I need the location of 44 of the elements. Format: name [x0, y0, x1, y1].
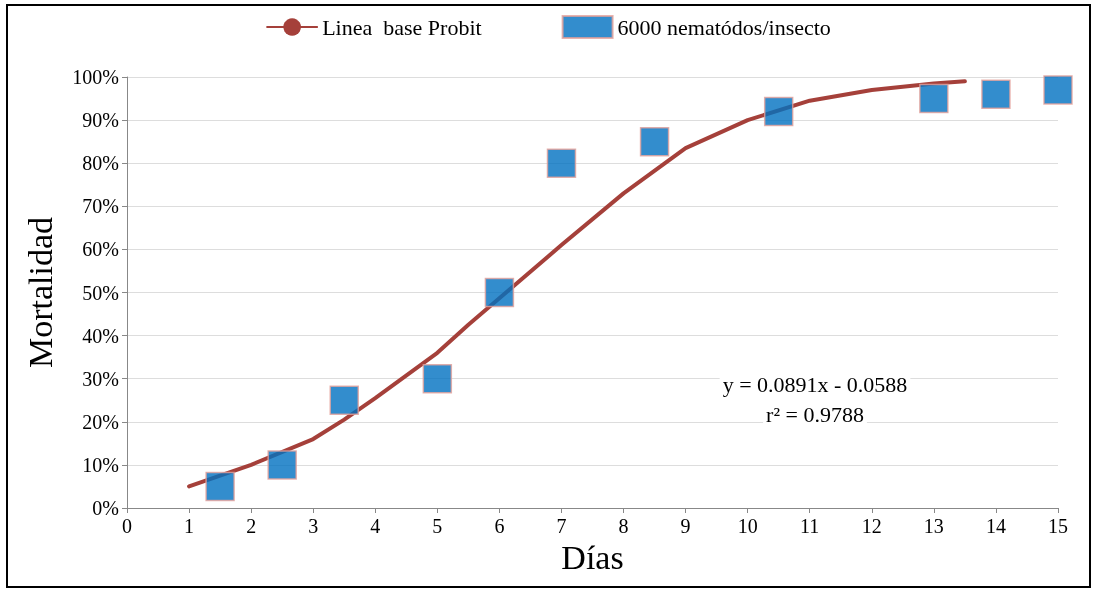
x-tick-label: 12	[861, 515, 882, 537]
y-tick-label: 70%	[82, 195, 119, 218]
annotation: r² = 0.9788	[766, 401, 864, 427]
x-tick-label: 11	[800, 515, 820, 537]
point	[267, 450, 297, 480]
point	[205, 471, 235, 502]
point	[484, 277, 515, 308]
y-axis-title: Mortalidad	[21, 216, 59, 369]
x-tick-label: 4	[370, 515, 381, 537]
x-tick-label: 8	[618, 515, 629, 537]
y-tick-label: 90%	[82, 109, 119, 132]
x-tick-label: 9	[680, 515, 691, 537]
y-tick-label: 60%	[82, 238, 119, 261]
y-tick-label: 40%	[82, 324, 119, 347]
x-tick-label: 14	[985, 515, 1006, 537]
point	[422, 363, 453, 394]
point	[763, 96, 794, 127]
x-tick-label: 0	[122, 515, 132, 537]
x-tick-label: 5	[432, 515, 443, 537]
point	[546, 148, 577, 178]
legend-label: 6000 nematódos/insecto	[617, 14, 831, 40]
x-tick-label: 1	[184, 515, 195, 537]
legend-label: Linea base Probit	[322, 14, 482, 40]
x-tick-label: 3	[308, 515, 319, 537]
x-tick-label: 2	[246, 515, 257, 537]
x-tick-label: 10	[737, 515, 758, 537]
x-tick-label: 13	[923, 515, 944, 537]
y-tick-label: 80%	[82, 152, 119, 175]
point	[919, 83, 949, 114]
x-tick-label: 7	[556, 515, 567, 537]
point	[639, 126, 670, 157]
y-tick-label: 10%	[82, 453, 119, 476]
point	[981, 79, 1011, 109]
y-tick-label: 20%	[82, 410, 119, 433]
point	[329, 385, 359, 415]
y-tick-label: 100%	[72, 66, 119, 88]
annotation: y = 0.0891x - 0.0588	[722, 371, 908, 397]
x-tick-label: 15	[1048, 515, 1068, 537]
y-tick-label: 50%	[82, 281, 119, 304]
y-tick-label: 30%	[82, 367, 119, 390]
y-tick-label: 0%	[92, 497, 119, 519]
point	[1043, 75, 1073, 105]
x-tick-label: 6	[494, 515, 505, 537]
x-axis-title: Días	[561, 539, 624, 577]
